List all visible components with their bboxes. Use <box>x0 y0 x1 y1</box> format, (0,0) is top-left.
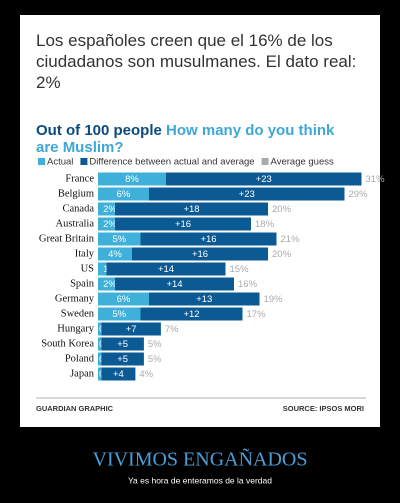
category-label: Germany <box>55 293 95 304</box>
caption-title: VIVIMOS ENGAÑADOS <box>93 447 308 471</box>
bar-segment <box>140 232 277 246</box>
bar-segment <box>149 292 260 306</box>
bar-segment <box>98 172 166 186</box>
category-label: Australia <box>56 218 95 229</box>
chart-subtitle: How many do you think are Muslim? <box>36 122 335 156</box>
category-label: Great Britain <box>39 233 95 244</box>
guess-label: 20% <box>272 204 292 215</box>
bar-value-label: +16 <box>192 249 208 260</box>
legend-swatch <box>80 158 88 165</box>
bar-segment <box>115 277 234 291</box>
bar-value-label: +13 <box>196 294 212 305</box>
caption-subtitle: Ya es hora de enteramos de la verdad <box>128 475 272 485</box>
bar-value-label: 2% <box>103 279 117 290</box>
guess-label: 18% <box>255 219 275 230</box>
bar-segment <box>98 322 102 336</box>
bar-segment <box>166 172 362 186</box>
category-label: Hungary <box>57 323 94 334</box>
bar-value-label: 5% <box>112 309 126 320</box>
bar-segment <box>98 307 141 321</box>
bar-segment <box>106 262 226 276</box>
legend-label: Average guess <box>271 157 334 168</box>
bar-value-label: +14 <box>166 279 182 290</box>
bar-segment <box>98 337 102 351</box>
bar-segment <box>98 217 115 231</box>
bar-value-label: +5 <box>117 354 128 365</box>
bar-value-label: 2% <box>103 219 117 230</box>
bar-segment <box>115 202 268 216</box>
bar-segment <box>149 187 345 201</box>
bar-value-label: +16 <box>200 234 216 245</box>
bar-value-label: +16 <box>175 219 191 230</box>
category-label: Belgium <box>58 188 94 199</box>
bar-value-label: 5% <box>112 234 126 245</box>
bar-segment <box>98 262 107 276</box>
bar-value-label: +4 <box>113 369 124 380</box>
bar-segment <box>101 337 144 351</box>
bar-segment <box>132 247 268 261</box>
bar-segment <box>98 187 149 201</box>
chart-title: Out of 100 people <box>36 122 162 139</box>
bar-segment <box>101 352 144 366</box>
bar-segment <box>101 322 161 336</box>
bar-value-label: 4% <box>108 249 122 260</box>
bar-segment <box>98 232 141 246</box>
bar-value-label: +18 <box>183 204 199 215</box>
guess-label: 21% <box>281 234 301 245</box>
bar-value-label: 6% <box>117 294 131 305</box>
guess-label: 16% <box>238 279 258 290</box>
guess-label: 7% <box>165 324 179 335</box>
bar-segment <box>98 352 102 366</box>
category-label: Poland <box>65 353 95 364</box>
bar-segment <box>115 217 251 231</box>
legend-swatch <box>38 158 45 165</box>
bar-value-label: +12 <box>183 309 199 320</box>
guess-label: 29% <box>349 189 369 200</box>
bar-value-label: 8% <box>125 174 139 185</box>
category-label: Italy <box>75 248 95 259</box>
bar-segment <box>98 292 149 306</box>
legend-label: Actual <box>47 157 73 168</box>
bar-value-label: +23 <box>256 174 272 185</box>
header-text: Los españoles creen que el 16% de los ci… <box>36 31 357 92</box>
chart-title-block: Out of 100 people How many do you think … <box>36 122 356 156</box>
category-label: US <box>81 263 95 274</box>
guess-label: 5% <box>148 354 162 365</box>
bar-segment <box>98 202 115 216</box>
legend-swatch <box>261 158 269 165</box>
category-label: Canada <box>63 203 95 214</box>
bar-segment <box>101 367 136 381</box>
guess-label: 4% <box>139 369 153 380</box>
guess-label: 31% <box>366 174 386 185</box>
guess-label: 17% <box>247 309 267 320</box>
bar-segment <box>140 307 243 321</box>
guess-label: 19% <box>264 294 284 305</box>
category-label: Spain <box>70 278 95 289</box>
category-label: South Korea <box>41 338 94 349</box>
bar-value-label: 2% <box>103 204 117 215</box>
bar-segment <box>98 277 115 291</box>
bar-segment <box>98 367 102 381</box>
category-label: Japan <box>70 368 95 379</box>
guess-label: 15% <box>230 264 250 275</box>
legend-label: Difference between actual and average <box>89 157 254 168</box>
category-label: France <box>65 173 94 184</box>
source-right: SOURCE: IPSOS MORI <box>283 404 364 413</box>
guess-label: 20% <box>272 249 292 260</box>
bar-value-label: +7 <box>126 324 137 335</box>
bar-value-label: +5 <box>117 339 128 350</box>
category-label: Sweden <box>61 308 95 319</box>
bar-value-label: +23 <box>239 189 255 200</box>
bar-value-label: +14 <box>158 264 174 275</box>
guess-label: 5% <box>148 339 162 350</box>
bar-value-label: 6% <box>117 189 131 200</box>
bar-segment <box>98 247 132 261</box>
source-left: GUARDIAN GRAPHIC <box>36 404 114 413</box>
